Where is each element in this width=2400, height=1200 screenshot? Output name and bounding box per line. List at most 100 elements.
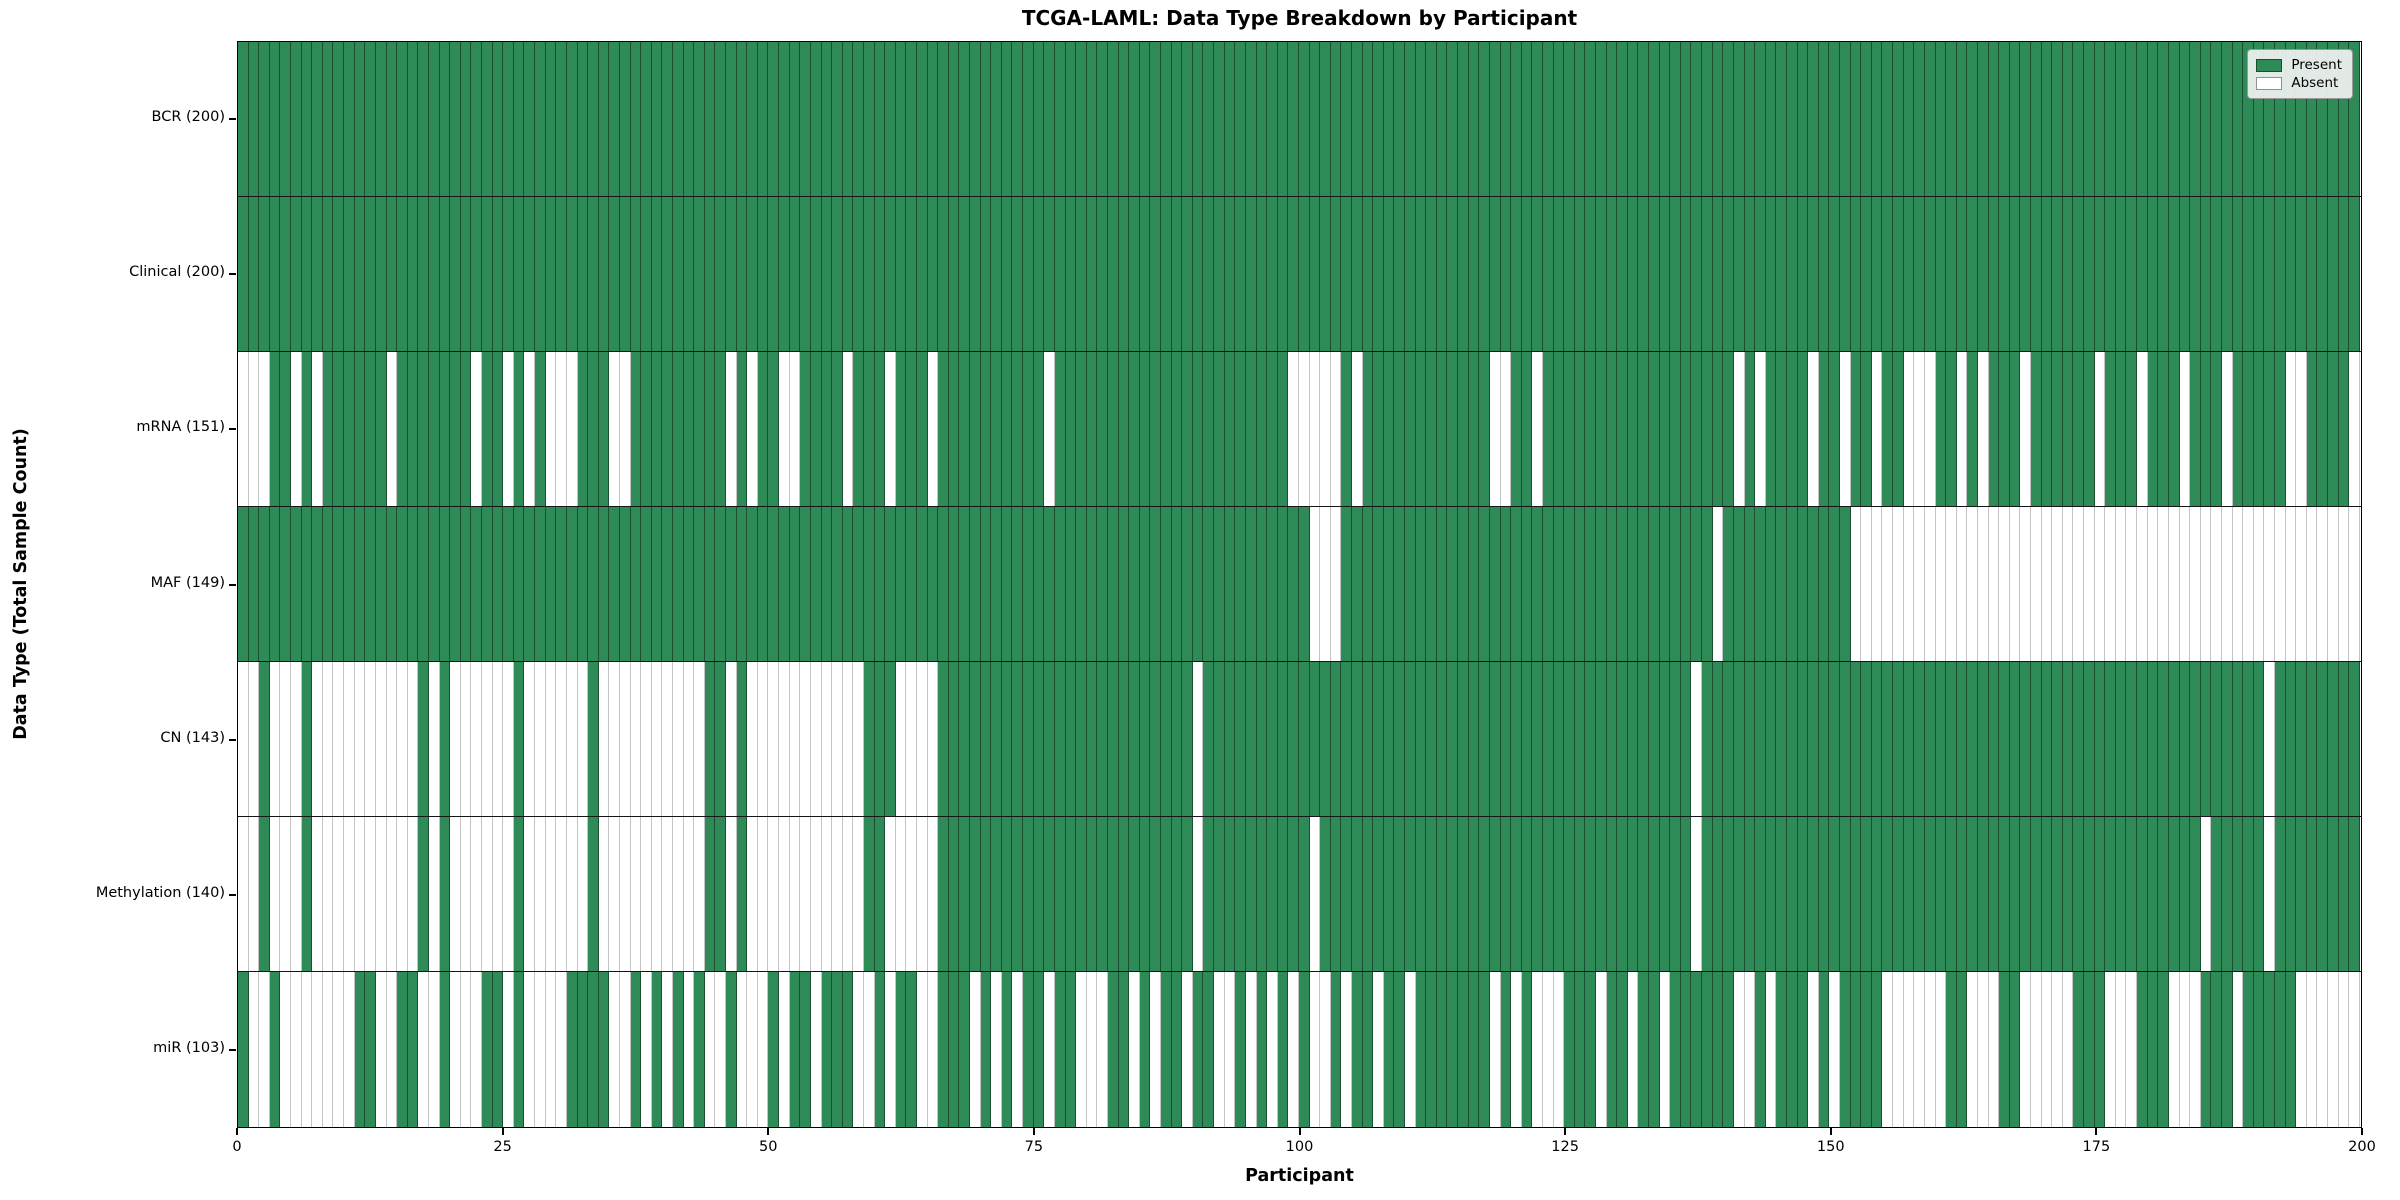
matrix-cell (609, 42, 620, 196)
matrix-cell (1670, 352, 1681, 506)
matrix-cell (1500, 507, 1512, 661)
matrix-cell (1542, 972, 1554, 1127)
matrix-cell (312, 197, 323, 351)
matrix-cell (1659, 972, 1671, 1127)
matrix-cell (2137, 662, 2148, 816)
matrix-cell (2200, 972, 2212, 1127)
matrix-cell (1723, 662, 1734, 816)
matrix-cell (1341, 662, 1352, 816)
matrix-cell (535, 507, 546, 661)
matrix-cell (694, 42, 705, 196)
matrix-cell (1065, 817, 1077, 971)
matrix-cell (1394, 507, 1406, 661)
matrix-cell (1596, 42, 1607, 196)
matrix-cell (1033, 42, 1045, 196)
matrix-cell (2221, 42, 2233, 196)
matrix-cell (1436, 972, 1448, 1127)
matrix-cell (800, 817, 811, 971)
matrix-cell (906, 662, 917, 816)
matrix-cell (2328, 507, 2339, 661)
matrix-cell (1999, 662, 2010, 816)
matrix-cell (1436, 352, 1448, 506)
matrix-cell (1330, 817, 1342, 971)
matrix-cell (1023, 352, 1034, 506)
matrix-cell (885, 972, 896, 1127)
matrix-cell (980, 197, 992, 351)
matrix-cell (1479, 42, 1490, 196)
matrix-cell (2211, 972, 2222, 1127)
matrix-cell (1733, 972, 1745, 1127)
matrix-cell (1755, 42, 1766, 196)
matrix-cell (1977, 662, 1989, 816)
matrix-cell (2115, 662, 2127, 816)
matrix-cell (1511, 42, 1522, 196)
matrix-cell (1351, 662, 1363, 816)
matrix-cell (1818, 972, 1830, 1127)
matrix-cell (1214, 972, 1225, 1127)
matrix-cell (1298, 197, 1310, 351)
matrix-cell (2221, 972, 2233, 1127)
matrix-cell (757, 817, 769, 971)
matrix-cell (1511, 352, 1522, 506)
matrix-cell (1808, 42, 1819, 196)
matrix-cell (1670, 817, 1681, 971)
matrix-cell (1192, 662, 1204, 816)
matrix-cell (651, 352, 663, 506)
matrix-cell (1161, 817, 1172, 971)
matrix-cell (1341, 817, 1352, 971)
matrix-cell (1532, 352, 1543, 506)
matrix-cell (375, 507, 387, 661)
matrix-cell (2105, 352, 2116, 506)
matrix-cell (1585, 352, 1596, 506)
matrix-cell (1967, 507, 1978, 661)
matrix-cell (2232, 42, 2244, 196)
matrix-cell (333, 972, 345, 1127)
matrix-cell (1161, 507, 1172, 661)
matrix-cell (344, 662, 355, 816)
matrix-cell (2243, 352, 2254, 506)
matrix-cell (948, 197, 960, 351)
matrix-cell (736, 352, 748, 506)
matrix-cell (874, 817, 886, 971)
matrix-cell (2306, 817, 2318, 971)
matrix-cell (1415, 197, 1427, 351)
matrix-cell (1086, 817, 1098, 971)
matrix-cell (1267, 42, 1278, 196)
matrix-cell (301, 972, 313, 1127)
matrix-cell (1150, 352, 1162, 506)
matrix-cell (715, 507, 727, 661)
matrix-cell (1924, 507, 1936, 661)
matrix-cell (1129, 817, 1140, 971)
matrix-cell (1065, 507, 1077, 661)
matrix-cell (471, 817, 483, 971)
matrix-cell (2317, 817, 2329, 971)
matrix-cell (503, 507, 514, 661)
matrix-cell (588, 507, 599, 661)
matrix-cell (1691, 507, 1703, 661)
matrix-cell (757, 972, 769, 1127)
matrix-cell (980, 662, 992, 816)
matrix-cell (1129, 42, 1140, 196)
matrix-cell (1044, 817, 1055, 971)
matrix-cell (588, 352, 599, 506)
matrix-cell (1076, 352, 1087, 506)
matrix-cell (375, 42, 387, 196)
matrix-cell (917, 972, 928, 1127)
matrix-cell (1659, 817, 1671, 971)
matrix-cell (609, 352, 620, 506)
x-tick-mark (2095, 1128, 2098, 1135)
matrix-cell (970, 662, 981, 816)
matrix-cell (450, 662, 461, 816)
matrix-cell (1447, 42, 1459, 196)
matrix-cell (1065, 662, 1077, 816)
matrix-cell (291, 352, 302, 506)
matrix-cell (1150, 817, 1162, 971)
matrix-cell (747, 662, 758, 816)
matrix-cell (1935, 817, 1947, 971)
matrix-cell (1988, 662, 2000, 816)
matrix-cell (418, 507, 429, 661)
matrix-cell (2168, 352, 2180, 506)
matrix-cell (1649, 972, 1660, 1127)
matrix-cell (2030, 352, 2042, 506)
matrix-cell (1320, 42, 1331, 196)
